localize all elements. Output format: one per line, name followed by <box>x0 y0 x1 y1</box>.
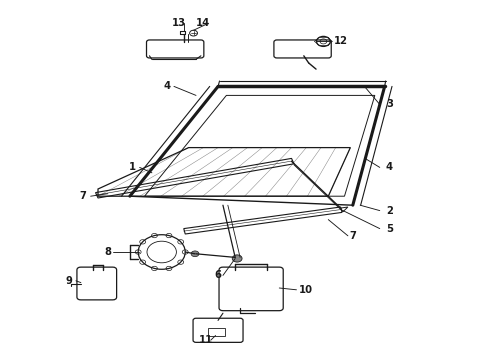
Text: 1: 1 <box>129 162 136 172</box>
Text: 2: 2 <box>386 206 393 216</box>
Text: 7: 7 <box>80 191 87 201</box>
Text: 4: 4 <box>163 81 170 91</box>
Text: 13: 13 <box>172 18 186 28</box>
Text: 7: 7 <box>349 231 356 241</box>
Circle shape <box>232 255 242 262</box>
Text: 3: 3 <box>386 99 393 109</box>
Text: 14: 14 <box>196 18 211 28</box>
Text: 5: 5 <box>386 224 393 234</box>
Bar <box>208 328 225 336</box>
Text: 4: 4 <box>386 162 393 172</box>
Circle shape <box>191 251 199 257</box>
Text: 9: 9 <box>65 276 72 286</box>
Text: 6: 6 <box>215 270 221 280</box>
Text: 10: 10 <box>299 285 313 295</box>
Text: 12: 12 <box>334 36 347 46</box>
Text: 8: 8 <box>104 247 111 257</box>
Text: 11: 11 <box>198 335 213 345</box>
